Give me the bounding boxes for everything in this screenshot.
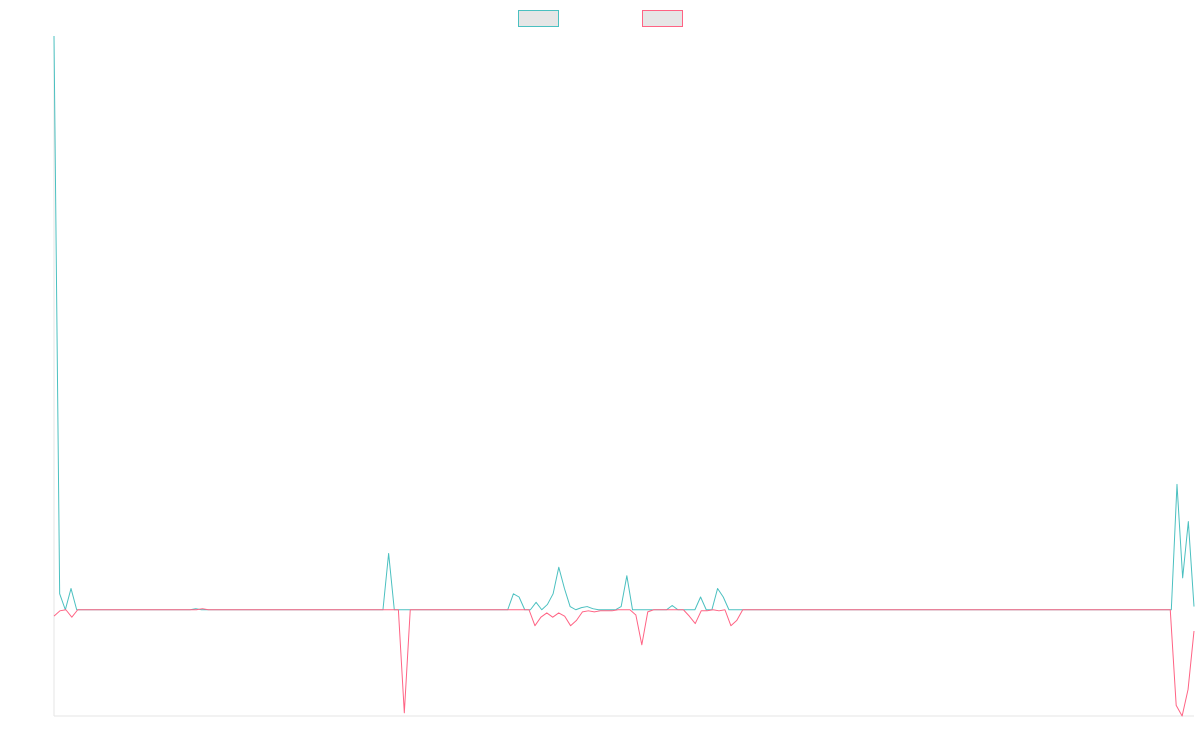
legend-swatch-2[interactable] [642, 10, 683, 27]
series-line-2 [53, 608, 1195, 717]
legend [518, 10, 683, 27]
axes [53, 36, 1194, 717]
series-line-1 [53, 35, 1195, 611]
legend-swatch-1[interactable] [518, 10, 559, 27]
series-group [53, 35, 1195, 717]
